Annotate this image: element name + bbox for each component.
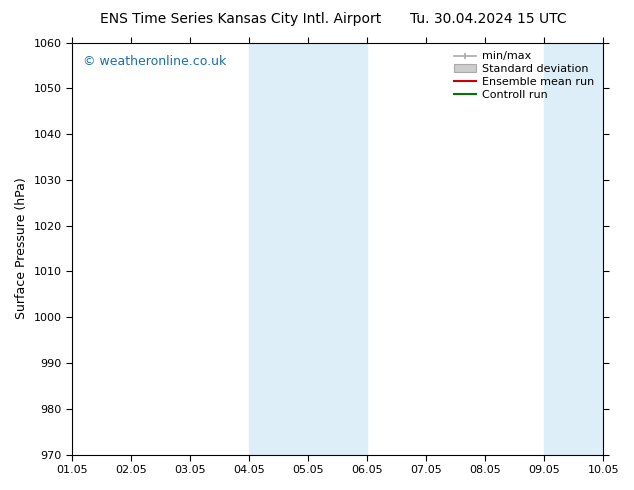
Bar — [249, 43, 367, 455]
Text: © weatheronline.co.uk: © weatheronline.co.uk — [82, 55, 226, 68]
Text: ENS Time Series Kansas City Intl. Airport: ENS Time Series Kansas City Intl. Airpor… — [100, 12, 382, 26]
Bar — [544, 43, 603, 455]
Text: Tu. 30.04.2024 15 UTC: Tu. 30.04.2024 15 UTC — [410, 12, 567, 26]
Legend: min/max, Standard deviation, Ensemble mean run, Controll run: min/max, Standard deviation, Ensemble me… — [451, 48, 598, 103]
Y-axis label: Surface Pressure (hPa): Surface Pressure (hPa) — [15, 178, 28, 319]
